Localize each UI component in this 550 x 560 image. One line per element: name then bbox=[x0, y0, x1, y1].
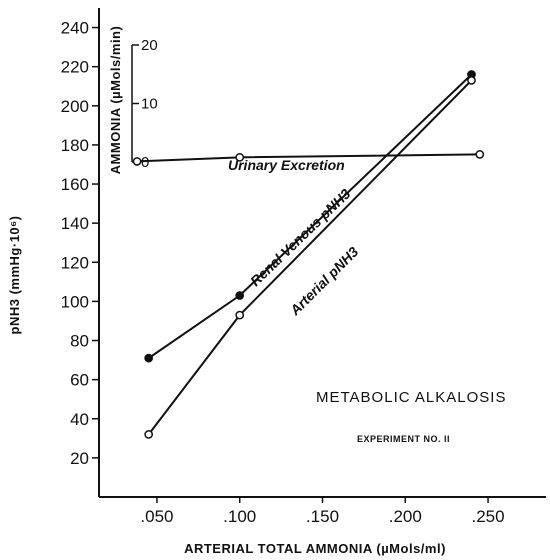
y-tick-label: 220 bbox=[61, 58, 89, 77]
y-tick-label: 200 bbox=[61, 97, 89, 116]
data-point-renal-venous-pnh3 bbox=[144, 353, 154, 363]
y-tick-label: 60 bbox=[70, 371, 89, 390]
y-tick-label: 20 bbox=[70, 449, 89, 468]
axes-frame bbox=[98, 8, 546, 498]
x-tick-label: .200 bbox=[389, 507, 422, 526]
x-tick-label: .050 bbox=[140, 507, 173, 526]
tick-layer: 20406080100120140160180200220240.050.100… bbox=[61, 19, 505, 526]
y-tick-label: 100 bbox=[61, 292, 89, 311]
y-tick-label: 40 bbox=[70, 410, 89, 429]
data-point-arterial-pnh3 bbox=[144, 430, 154, 439]
series-label-urinary-excretion: Urinary Excretion bbox=[228, 157, 345, 173]
data-point-renal-venous-pnh3 bbox=[235, 291, 245, 300]
annotation-experiment: EXPERIMENT NO. II bbox=[357, 434, 450, 444]
x-tick-label: .150 bbox=[306, 507, 339, 526]
data-point-arterial-pnh3 bbox=[235, 310, 245, 320]
series-label-arterial: Arterial pNH3 bbox=[286, 243, 361, 318]
y-tick-label: 180 bbox=[61, 136, 89, 155]
ammonia-tick-label: 20 bbox=[141, 37, 158, 54]
y-axis-title: pNH3 (mmHg·10⁶) bbox=[7, 216, 22, 335]
y-tick-label: 160 bbox=[61, 175, 89, 194]
ammonia-tick-label: 0 bbox=[141, 154, 149, 171]
data-point-urinary-excretion bbox=[132, 157, 142, 166]
ammonia-tick-label: 10 bbox=[141, 96, 158, 113]
annotation-condition: METABOLIC ALKALOSIS bbox=[316, 389, 506, 406]
y-tick-label: 140 bbox=[61, 214, 89, 233]
y-tick-label: 80 bbox=[70, 332, 89, 351]
data-point-urinary-excretion bbox=[475, 150, 485, 159]
data-point-arterial-pnh3 bbox=[467, 76, 476, 85]
data-point-urinary-excretion bbox=[235, 152, 245, 162]
series-line-arterial-pnh3 bbox=[147, 79, 473, 436]
series-lines bbox=[137, 73, 480, 436]
x-tick-label: .100 bbox=[223, 507, 256, 526]
series-markers bbox=[132, 70, 485, 439]
y-tick-label: 120 bbox=[61, 253, 89, 272]
y-tick-label: 240 bbox=[61, 19, 89, 38]
x-axis-title: ARTERIAL TOTAL AMMONIA (µMols/ml) bbox=[184, 541, 446, 556]
ammonia-axis-title: AMMONIA (µMols/min) bbox=[108, 26, 123, 175]
x-tick-label: .250 bbox=[472, 507, 505, 526]
